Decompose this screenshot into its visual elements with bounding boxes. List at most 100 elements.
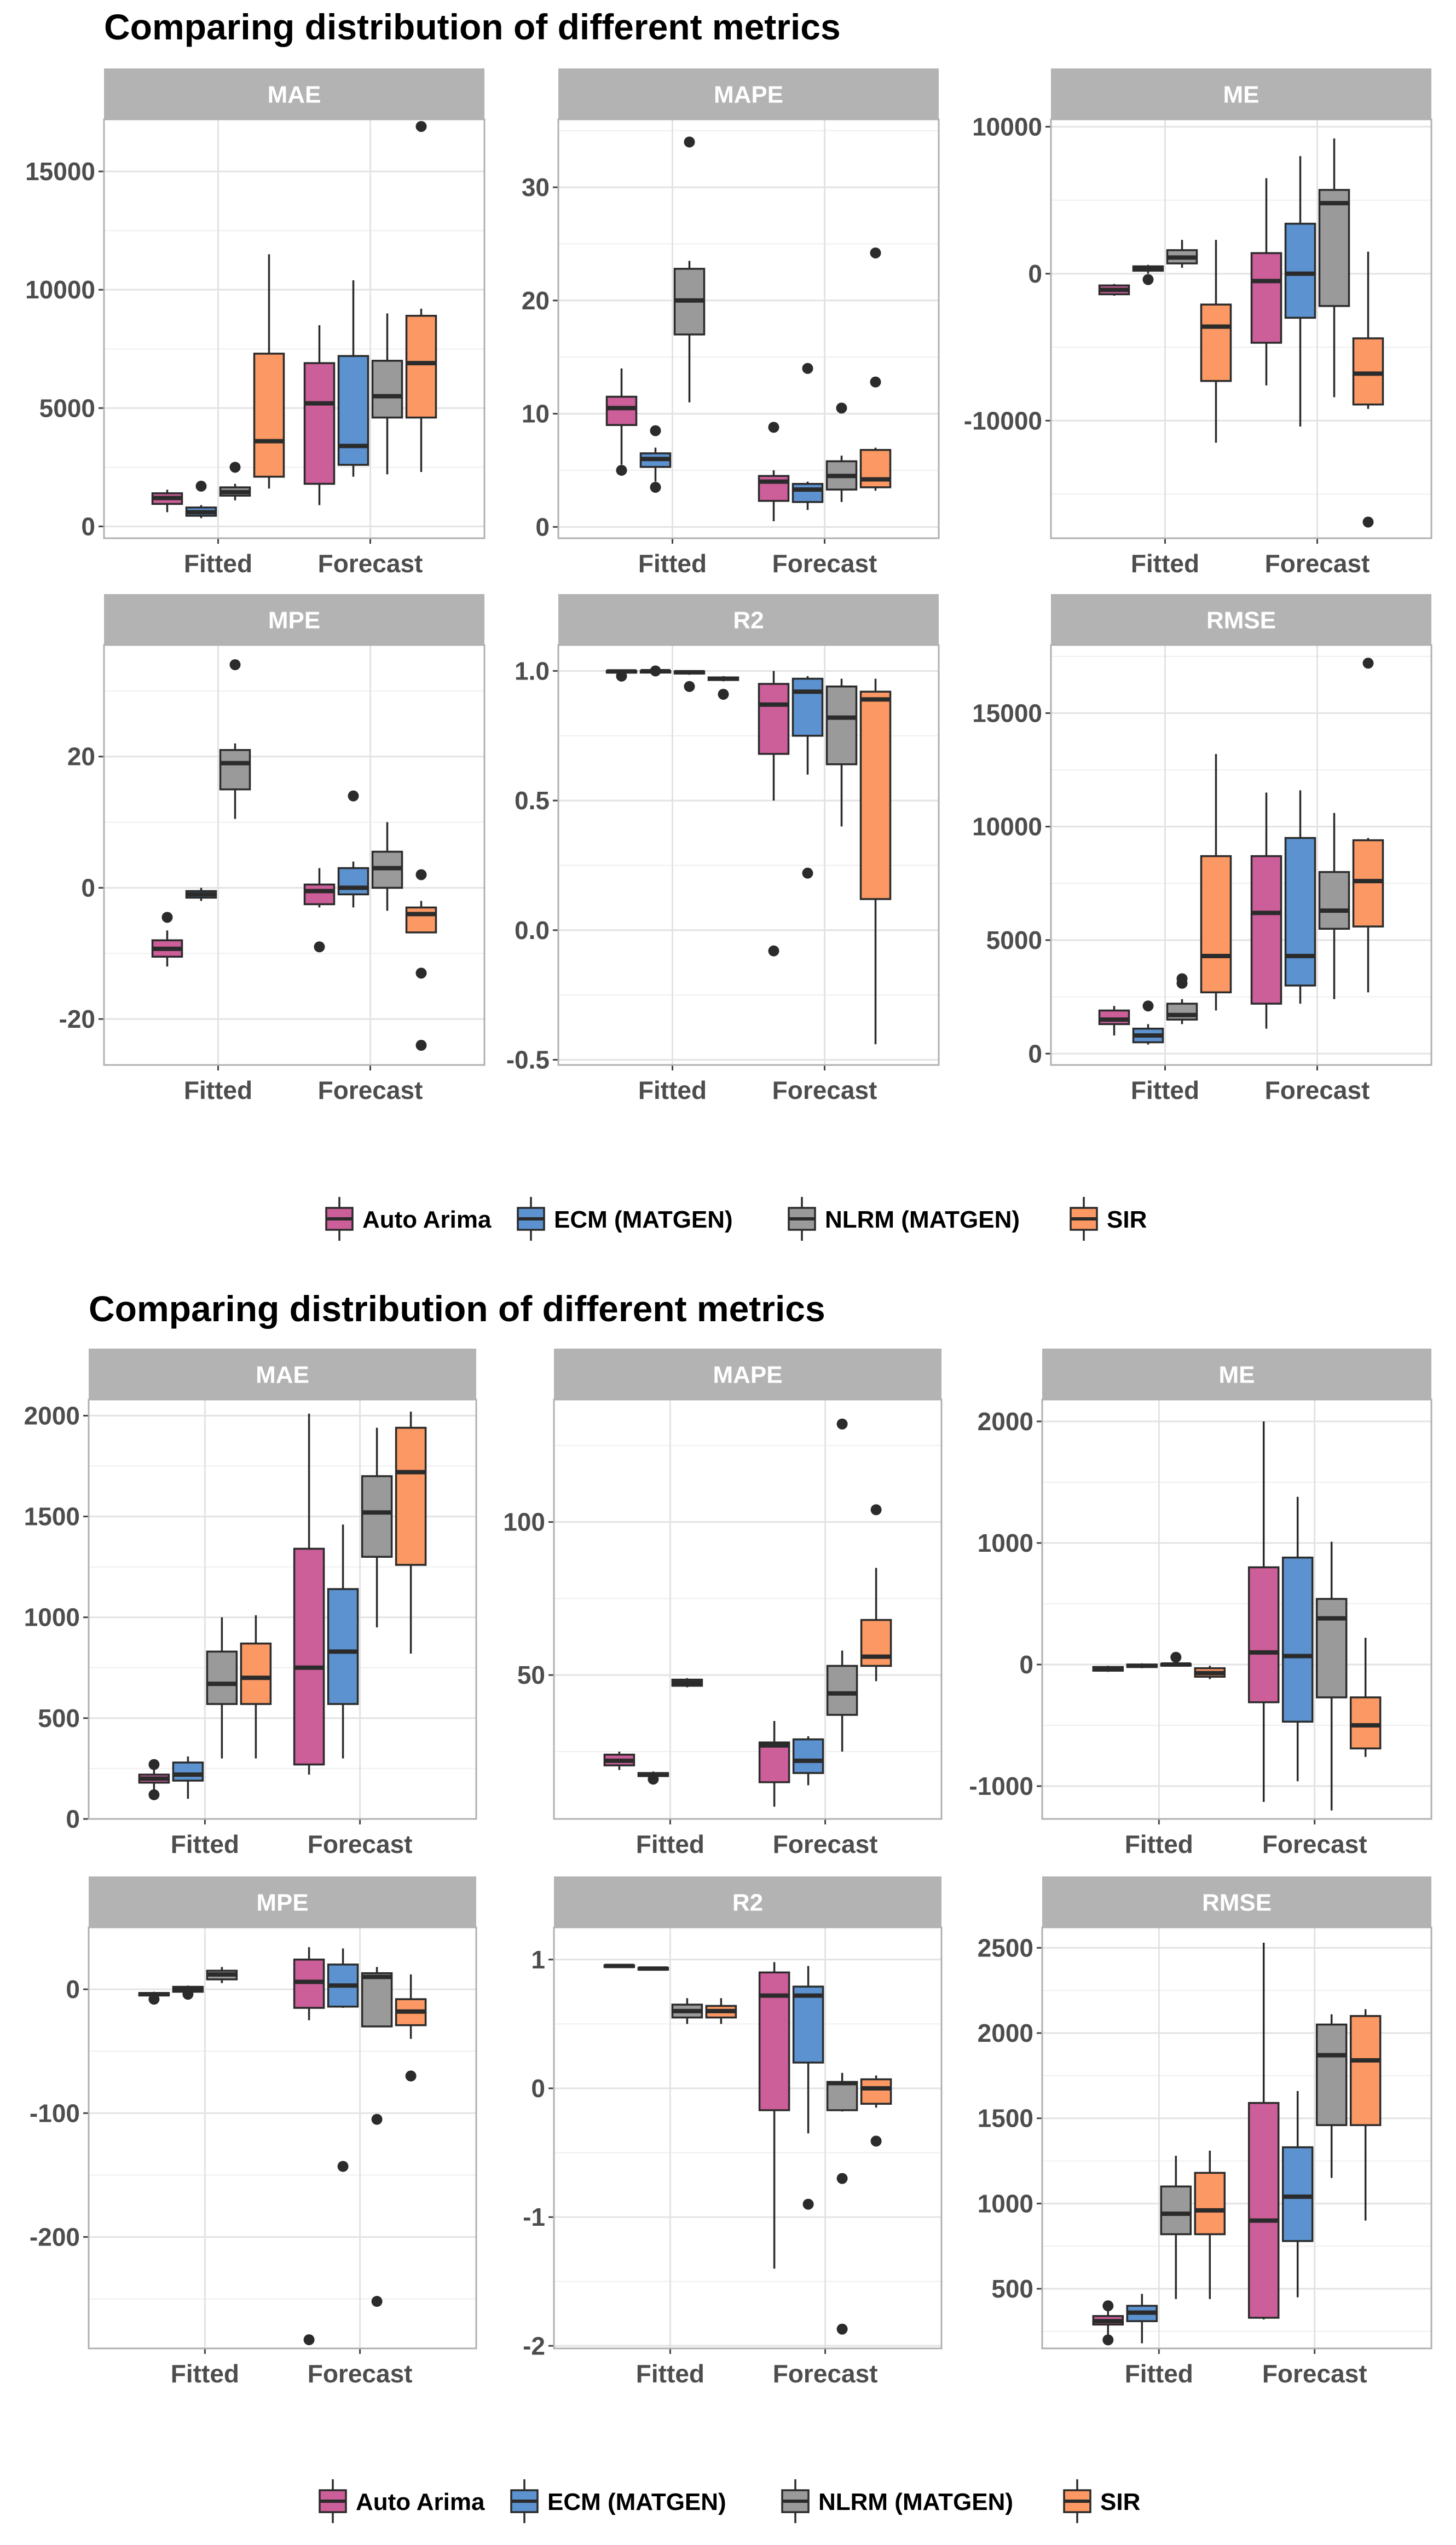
box-auto-arima-forecast [1250,178,1282,385]
box-ecm-matgen-fitted [172,1985,204,2000]
y-tick-label: -20 [59,1005,95,1033]
box-iqr [1281,1556,1314,1723]
box-ecm-matgen-fitted [1126,1663,1158,1668]
box-nlrm-matgen-fitted [219,659,251,819]
panel-mpe: MPE -200 -100 0 Fitted Forecast [30,1876,477,2388]
legend-label: NLRM (MATGEN) [818,2489,1013,2515]
legend-label: ECM (MATGEN) [547,2489,726,2515]
outlier-point [802,2198,814,2210]
outlier-point [314,941,325,953]
box-ecm-matgen-forecast [792,1736,824,1786]
box-auto-arima-forecast [758,671,790,957]
box-nlrm-matgen-fitted [671,1998,703,2024]
legend-item-ecm-matgen: ECM (MATGEN) [510,2479,726,2523]
y-tick-label: 30 [522,173,550,201]
legend: Auto Arima ECM (MATGEN) NLRM (MATGEN) SIR [325,1197,1147,1241]
box-iqr [792,1738,824,1774]
box-ecm-matgen-fitted [639,665,672,677]
box-sir-forecast [859,678,892,1045]
panel-border [557,644,940,1066]
y-tick-label: 10 [522,400,550,428]
facet-label: MAE [256,1362,309,1389]
x-tick-label: Fitted [171,1830,239,1858]
x-tick-label: Fitted [1131,549,1199,578]
facet-strip [554,1876,941,1927]
outlier-point [415,869,427,880]
box-ecm-matgen-forecast [1284,156,1316,427]
box-ecm-matgen-fitted [172,1756,204,1799]
box-iqr [361,1475,393,1558]
outlier-point [371,2296,383,2307]
panel-mae: MAE 0 5000 10000 15000 Fitted Forecast [25,68,486,578]
outlier-point [1176,973,1188,984]
outlier-point [415,120,427,132]
box-iqr [405,314,437,419]
y-tick-label: 1.0 [515,657,550,685]
legend-label: NLRM (MATGEN) [825,1206,1020,1233]
box-nlrm-matgen-forecast [826,1418,858,1752]
box-sir-forecast [860,2075,892,2147]
box-nlrm-matgen-fitted [671,1678,703,1688]
facet-strip [558,594,939,645]
box-auto-arima-forecast [758,422,790,521]
x-tick-label: Fitted [1125,2359,1193,2388]
facet-label: RMSE [1206,607,1276,634]
box-iqr [361,1972,393,2028]
box-sir-fitted [253,254,285,489]
outlier-point [718,688,729,700]
box-iqr [791,677,824,737]
box-iqr [1281,2146,1314,2242]
box-sir-fitted [705,1998,737,2024]
y-tick-label: -2 [523,2331,545,2360]
box-auto-arima-fitted [1092,2300,1124,2346]
box-auto-arima-forecast [303,868,336,953]
box-iqr [253,353,285,478]
box-iqr [1352,839,1384,928]
box-auto-arima-forecast [758,1721,790,1807]
box-iqr [1284,222,1316,319]
x-tick-label: Fitted [184,1076,252,1104]
x-tick-label: Forecast [1262,2359,1367,2388]
outlier-point [1142,1000,1154,1012]
box-iqr [758,1741,790,1783]
y-tick-label: 1000 [978,2189,1033,2218]
box-ecm-matgen-fitted [1132,264,1164,285]
box-iqr [825,686,858,765]
box-nlrm-matgen-forecast [361,1427,393,1628]
legend-label: SIR [1107,1206,1147,1233]
box-ecm-matgen-fitted [185,480,217,519]
facet-label: ME [1219,1362,1255,1389]
box-nlrm-matgen-forecast [825,402,858,502]
legend-item-sir: SIR [1070,1197,1147,1241]
y-tick-label: 0 [81,873,95,902]
outlier-point [768,422,779,433]
box-nlrm-matgen-forecast [1318,813,1350,999]
x-tick-label: Forecast [773,1830,878,1858]
x-tick-label: Forecast [772,1076,877,1104]
plot-area [104,645,484,1065]
outlier-point [1102,2334,1114,2346]
box-ecm-matgen-forecast [327,1948,359,2172]
outlier-point [650,425,661,436]
box-auto-arima-fitted [605,368,638,476]
facet-label: MPE [256,1890,308,1916]
facet-strip [1051,68,1431,119]
x-tick-label: Fitted [636,1830,704,1858]
facet-strip [89,1876,476,1927]
outlier-point [415,1040,427,1051]
box-iqr [859,448,892,488]
facet-strip [1042,1876,1431,1927]
box-iqr [1349,2015,1382,2126]
box-nlrm-matgen-fitted [673,136,706,402]
y-tick-label: -10000 [964,406,1042,435]
y-tick-label: -1000 [969,1772,1033,1800]
x-tick-label: Fitted [638,1076,707,1104]
box-iqr [327,1588,359,1705]
legend-label: ECM (MATGEN) [554,1206,733,1233]
y-tick-label: 0 [66,1805,80,1833]
facet-label: R2 [732,1890,763,1916]
box-sir-forecast [395,1412,427,1654]
legend-label: SIR [1100,2489,1140,2515]
y-tick-label: 10000 [972,112,1042,141]
x-tick-label: Fitted [1131,1076,1199,1104]
